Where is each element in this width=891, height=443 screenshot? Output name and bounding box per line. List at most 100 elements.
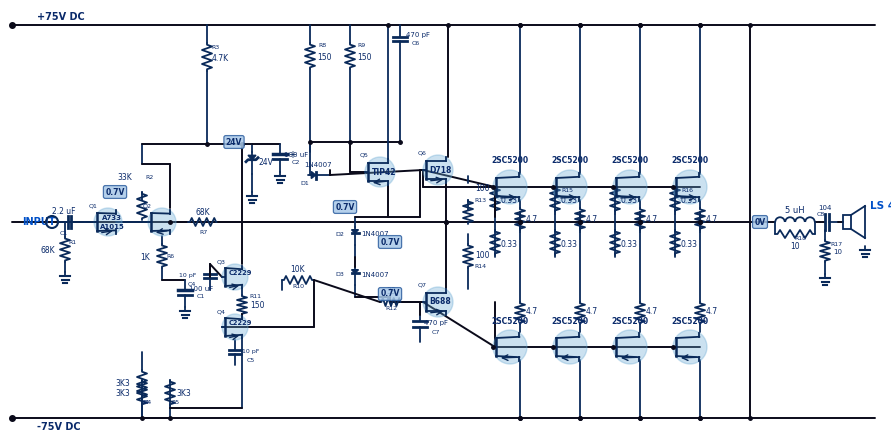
Text: R1: R1 — [68, 240, 76, 245]
Text: 100 uF: 100 uF — [189, 286, 213, 292]
Text: R2: R2 — [145, 175, 153, 179]
Text: 0.33: 0.33 — [681, 240, 698, 249]
Text: 0.33: 0.33 — [501, 195, 518, 205]
Text: 100: 100 — [475, 252, 489, 260]
Text: 10: 10 — [790, 241, 800, 250]
Text: R6: R6 — [166, 254, 174, 260]
Circle shape — [493, 330, 527, 364]
Text: 4.7: 4.7 — [706, 214, 718, 224]
Circle shape — [673, 330, 707, 364]
Text: 0.33: 0.33 — [560, 195, 577, 205]
Text: 0.7V: 0.7V — [380, 237, 400, 246]
Polygon shape — [311, 171, 315, 179]
Text: Q1: Q1 — [88, 203, 97, 209]
Text: +: + — [288, 150, 296, 160]
Text: R7: R7 — [199, 229, 207, 234]
Text: 150: 150 — [249, 300, 265, 310]
Circle shape — [493, 170, 527, 204]
Text: D1: D1 — [300, 180, 309, 186]
Text: D3: D3 — [336, 272, 345, 277]
Text: 4.7: 4.7 — [646, 307, 658, 316]
Text: 4.7: 4.7 — [706, 307, 718, 316]
Text: 104: 104 — [818, 205, 831, 211]
Text: 10K: 10K — [290, 265, 306, 275]
Polygon shape — [352, 230, 358, 233]
Text: C4: C4 — [188, 281, 196, 287]
Text: 2SC5200: 2SC5200 — [492, 155, 528, 164]
Circle shape — [553, 330, 587, 364]
Text: 4.7: 4.7 — [646, 214, 658, 224]
Text: Q4: Q4 — [217, 310, 225, 315]
Text: R3: R3 — [211, 44, 219, 50]
Text: A1015: A1015 — [100, 224, 125, 230]
Text: 68K: 68K — [40, 245, 55, 254]
Circle shape — [222, 314, 248, 340]
Text: 1N4007: 1N4007 — [361, 231, 388, 237]
Text: C5: C5 — [247, 358, 255, 362]
Text: 4.7: 4.7 — [586, 214, 598, 224]
Text: R14: R14 — [474, 264, 486, 268]
Text: 2SC5200: 2SC5200 — [672, 318, 708, 326]
Text: 0.7V: 0.7V — [380, 289, 400, 299]
Text: R16: R16 — [681, 187, 693, 193]
Text: R18: R18 — [794, 236, 806, 241]
Text: 24V: 24V — [225, 137, 242, 147]
Text: C1: C1 — [197, 294, 205, 299]
Circle shape — [613, 170, 647, 204]
Text: 4.7K: 4.7K — [211, 54, 229, 62]
Circle shape — [222, 264, 248, 290]
Text: 100: 100 — [475, 183, 489, 193]
Text: 10: 10 — [833, 249, 843, 255]
Text: 4.7: 4.7 — [586, 307, 598, 316]
Text: R17: R17 — [830, 241, 842, 246]
Text: 68K: 68K — [196, 207, 210, 217]
Circle shape — [94, 208, 122, 236]
Text: 2SC5200: 2SC5200 — [492, 318, 528, 326]
Text: 4.7: 4.7 — [526, 307, 538, 316]
Text: Q6: Q6 — [418, 151, 427, 155]
Text: 0.7V: 0.7V — [105, 187, 125, 197]
Text: 2SC5200: 2SC5200 — [552, 155, 589, 164]
Text: 4.7: 4.7 — [526, 214, 538, 224]
Text: LS 4 Ohm: LS 4 Ohm — [870, 201, 891, 211]
Text: 3K3: 3K3 — [176, 389, 192, 397]
Text: 150: 150 — [316, 53, 331, 62]
Text: R8: R8 — [318, 43, 326, 47]
Text: Q2: Q2 — [143, 203, 151, 209]
Text: B688: B688 — [429, 298, 451, 307]
Text: 2SC5200: 2SC5200 — [552, 318, 589, 326]
Text: 10 pF: 10 pF — [178, 273, 196, 279]
Text: 0.33: 0.33 — [560, 240, 577, 249]
Circle shape — [365, 157, 395, 187]
Text: Q7: Q7 — [418, 283, 427, 288]
Text: D2: D2 — [336, 232, 345, 237]
Text: 0.7V: 0.7V — [335, 202, 355, 211]
Text: 1K: 1K — [140, 253, 150, 261]
Polygon shape — [352, 270, 358, 273]
Text: 33K: 33K — [118, 172, 132, 182]
Circle shape — [673, 170, 707, 204]
Text: 3K3: 3K3 — [115, 389, 130, 397]
Text: C2229: C2229 — [228, 320, 251, 326]
Text: C2: C2 — [292, 159, 300, 164]
Text: Q3: Q3 — [217, 260, 225, 264]
Polygon shape — [248, 155, 256, 159]
Text: C7: C7 — [432, 330, 440, 335]
Text: 1N4007: 1N4007 — [361, 272, 388, 278]
Text: 0.33: 0.33 — [681, 195, 698, 205]
Text: INPUT: INPUT — [22, 217, 55, 227]
Text: R13: R13 — [474, 198, 486, 202]
Text: R5: R5 — [171, 400, 179, 405]
Circle shape — [553, 170, 587, 204]
Text: R9: R9 — [358, 43, 366, 47]
Text: Q5: Q5 — [360, 152, 369, 158]
Text: C2229: C2229 — [228, 270, 251, 276]
Text: 3K3: 3K3 — [115, 380, 130, 389]
Text: 2SC5200: 2SC5200 — [611, 318, 649, 326]
Text: C8: C8 — [817, 211, 825, 217]
Text: 0.33: 0.33 — [620, 240, 637, 249]
Text: 100 uF: 100 uF — [284, 152, 308, 158]
Text: R10: R10 — [292, 284, 304, 288]
Circle shape — [423, 287, 453, 317]
Text: C1: C1 — [60, 230, 68, 236]
